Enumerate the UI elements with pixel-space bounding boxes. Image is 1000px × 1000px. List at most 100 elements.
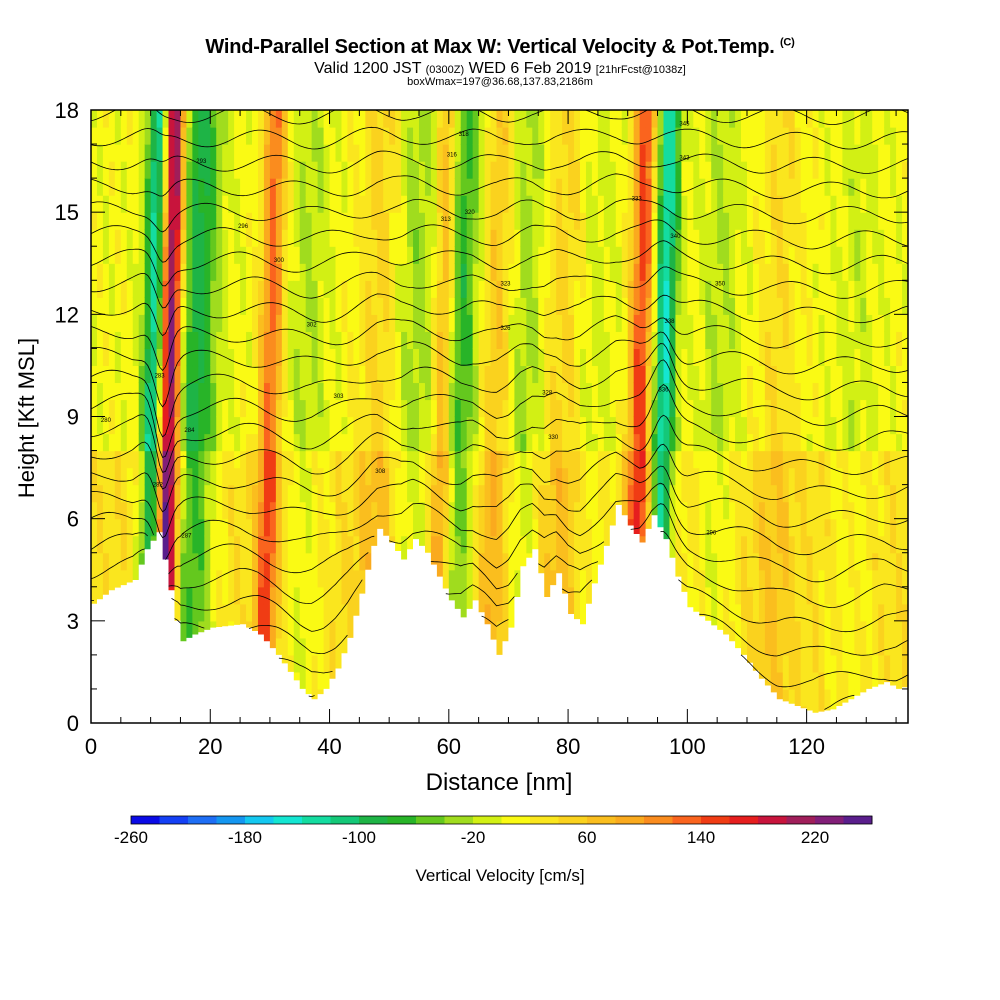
velocity-cell <box>520 348 527 367</box>
velocity-cell <box>317 637 325 656</box>
velocity-cell <box>478 433 486 452</box>
velocity-cell <box>454 195 462 213</box>
velocity-cell <box>854 467 861 486</box>
velocity-cell <box>275 552 283 571</box>
velocity-cell <box>246 450 253 469</box>
velocity-cell <box>383 416 390 435</box>
velocity-cell <box>687 467 694 486</box>
velocity-cell <box>621 484 629 503</box>
velocity-cell <box>305 399 313 418</box>
velocity-cell <box>717 178 724 196</box>
velocity-cell <box>788 518 796 537</box>
velocity-cell <box>210 552 217 571</box>
velocity-cell <box>424 416 432 435</box>
velocity-cell <box>156 110 164 128</box>
velocity-cell <box>162 127 170 145</box>
velocity-cell <box>687 127 694 145</box>
velocity-cell <box>186 178 193 196</box>
velocity-cell <box>663 195 671 213</box>
velocity-cell <box>299 212 307 230</box>
velocity-cell <box>472 195 480 213</box>
velocity-cell <box>341 280 349 298</box>
velocity-cell <box>347 620 354 639</box>
velocity-cell <box>735 586 742 605</box>
velocity-cell <box>502 348 510 367</box>
velocity-cell <box>806 263 814 281</box>
velocity-cell <box>263 501 271 520</box>
velocity-cell <box>126 484 134 503</box>
velocity-cell <box>705 382 712 401</box>
velocity-cell <box>371 280 378 298</box>
velocity-cell <box>138 331 146 349</box>
velocity-cell <box>275 382 283 401</box>
velocity-cell <box>651 331 659 349</box>
velocity-cell <box>591 297 599 315</box>
velocity-cell <box>597 382 605 401</box>
velocity-cell <box>478 229 486 247</box>
velocity-cell <box>627 110 635 128</box>
velocity-cell <box>842 535 849 554</box>
velocity-cell <box>240 280 247 298</box>
velocity-cell <box>353 365 360 384</box>
velocity-cell <box>514 552 521 571</box>
velocity-cell <box>204 280 211 298</box>
velocity-cell <box>818 161 826 179</box>
velocity-cell <box>460 127 468 145</box>
velocity-cell <box>162 501 170 520</box>
velocity-cell <box>484 467 492 486</box>
velocity-cell <box>246 161 253 179</box>
velocity-cell <box>126 535 134 554</box>
velocity-cell <box>418 161 426 179</box>
velocity-cell <box>341 314 349 332</box>
velocity-cell <box>454 348 462 367</box>
velocity-cell <box>657 246 665 264</box>
velocity-cell <box>413 382 420 401</box>
velocity-cell <box>687 569 694 588</box>
velocity-cell <box>436 297 444 315</box>
velocity-cell <box>263 552 271 571</box>
velocity-cell <box>192 314 199 332</box>
velocity-cell <box>752 450 760 469</box>
velocity-cell <box>902 314 908 332</box>
velocity-cell <box>353 501 360 520</box>
velocity-cell <box>717 280 724 298</box>
velocity-cell <box>114 127 122 145</box>
velocity-cell <box>389 484 396 503</box>
velocity-cell <box>442 178 450 196</box>
velocity-cell <box>407 501 414 520</box>
velocity-cell <box>317 348 325 367</box>
isentrope-line <box>308 695 315 698</box>
velocity-cell <box>311 688 319 707</box>
velocity-cell <box>460 195 468 213</box>
velocity-cell <box>621 501 629 520</box>
velocity-cell <box>538 127 545 145</box>
velocity-cell <box>544 569 551 588</box>
velocity-cell <box>269 586 277 605</box>
velocity-cell <box>240 161 247 179</box>
velocity-cell <box>365 535 372 554</box>
velocity-cell <box>615 195 623 213</box>
velocity-cell <box>818 229 826 247</box>
velocity-cell <box>234 144 241 162</box>
velocity-cell <box>168 331 176 349</box>
velocity-cell <box>210 314 217 332</box>
velocity-cell <box>585 382 593 401</box>
velocity-cell <box>407 127 414 145</box>
velocity-cell <box>824 314 832 332</box>
velocity-cell <box>902 212 908 230</box>
velocity-cell <box>842 144 849 162</box>
velocity-cell <box>693 501 700 520</box>
velocity-cell <box>192 229 199 247</box>
velocity-cell <box>484 484 492 503</box>
velocity-cell <box>257 467 265 486</box>
velocity-cell <box>663 365 671 384</box>
velocity-cell <box>311 127 319 145</box>
velocity-cell <box>138 450 146 469</box>
velocity-cell <box>693 569 700 588</box>
velocity-cell <box>240 314 247 332</box>
velocity-cell <box>544 246 551 264</box>
velocity-cell <box>878 518 885 537</box>
velocity-cell <box>597 314 605 332</box>
velocity-cell <box>806 450 814 469</box>
velocity-cell <box>675 314 682 332</box>
